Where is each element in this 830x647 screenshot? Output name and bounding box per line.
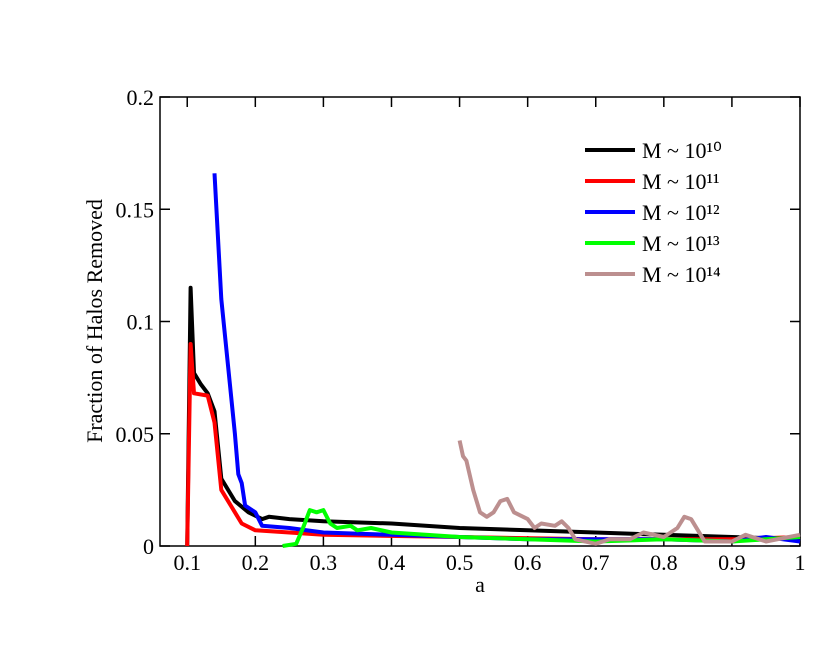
data-line xyxy=(457,440,801,546)
y-tick-label: 0.05 xyxy=(116,422,155,447)
x-tick-label: 0.6 xyxy=(514,550,542,575)
legend-label: M ~ 10¹⁴ xyxy=(642,262,721,287)
y-tick-label: 0 xyxy=(143,534,154,559)
y-tick-label: 0.15 xyxy=(116,197,155,222)
y-tick-label: 0.2 xyxy=(127,85,155,110)
plot-frame xyxy=(159,96,801,547)
legend-label: M ~ 10¹³ xyxy=(642,231,720,256)
legend-label: M ~ 10¹¹ xyxy=(642,169,720,194)
data-line xyxy=(185,342,801,547)
y-axis-label: Fraction of Halos Removed xyxy=(82,199,107,443)
data-line xyxy=(185,285,801,547)
x-tick-label: 0.1 xyxy=(173,550,201,575)
x-axis-label: a xyxy=(475,572,485,597)
x-tick-label: 0.9 xyxy=(718,550,746,575)
legend-label: M ~ 10¹⁰ xyxy=(642,138,722,163)
x-tick-label: 0.4 xyxy=(378,550,406,575)
legend-label: M ~ 10¹² xyxy=(642,200,720,225)
x-tick-label: 0.2 xyxy=(242,550,270,575)
x-tick-label: 0.5 xyxy=(446,550,474,575)
x-tick-label: 0.7 xyxy=(582,550,610,575)
x-tick-label: 1 xyxy=(795,550,806,575)
x-tick-label: 0.3 xyxy=(310,550,338,575)
y-tick-label: 0.1 xyxy=(127,310,155,335)
x-tick-label: 0.8 xyxy=(650,550,678,575)
data-line xyxy=(282,508,801,548)
data-line xyxy=(212,173,801,544)
